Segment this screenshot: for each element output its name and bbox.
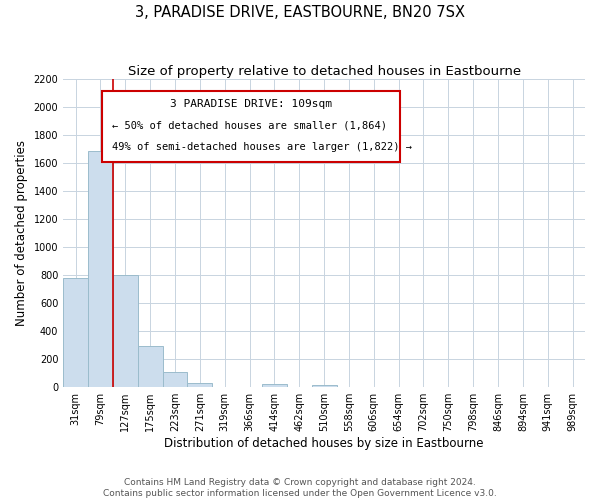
FancyBboxPatch shape	[103, 92, 400, 162]
Bar	[163, 372, 187, 387]
Text: ← 50% of detached houses are smaller (1,864): ← 50% of detached houses are smaller (1,…	[112, 120, 386, 130]
Text: Contains HM Land Registry data © Crown copyright and database right 2024.
Contai: Contains HM Land Registry data © Crown c…	[103, 478, 497, 498]
Bar	[311, 384, 337, 387]
Bar	[187, 383, 212, 387]
Text: 3, PARADISE DRIVE, EASTBOURNE, BN20 7SX: 3, PARADISE DRIVE, EASTBOURNE, BN20 7SX	[135, 5, 465, 20]
Bar	[63, 278, 88, 387]
Text: 3 PARADISE DRIVE: 109sqm: 3 PARADISE DRIVE: 109sqm	[170, 99, 332, 109]
X-axis label: Distribution of detached houses by size in Eastbourne: Distribution of detached houses by size …	[164, 437, 484, 450]
Bar	[113, 275, 138, 387]
Bar	[138, 346, 163, 387]
Y-axis label: Number of detached properties: Number of detached properties	[15, 140, 28, 326]
Text: 49% of semi-detached houses are larger (1,822) →: 49% of semi-detached houses are larger (…	[112, 142, 412, 152]
Bar	[88, 150, 113, 387]
Bar	[262, 384, 287, 387]
Title: Size of property relative to detached houses in Eastbourne: Size of property relative to detached ho…	[128, 65, 521, 78]
